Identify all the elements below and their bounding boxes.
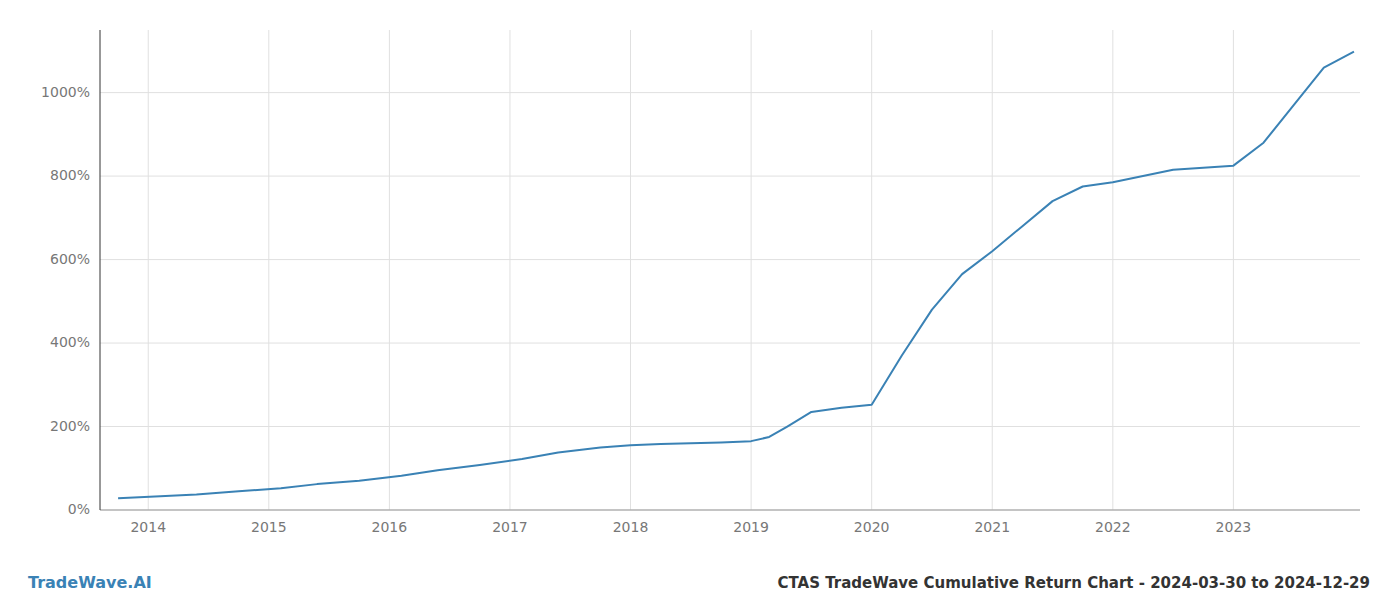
y-axis-line bbox=[100, 30, 101, 510]
y-grid-line bbox=[100, 259, 1360, 260]
data-line bbox=[118, 52, 1354, 499]
grid bbox=[100, 30, 1360, 510]
y-grid-line bbox=[100, 176, 1360, 177]
x-grid-line bbox=[509, 30, 510, 510]
x-grid-line bbox=[1112, 30, 1113, 510]
x-grid-line bbox=[148, 30, 149, 510]
x-grid-line bbox=[389, 30, 390, 510]
y-tick-label: 0% bbox=[68, 501, 90, 517]
x-tick-label: 2015 bbox=[251, 519, 287, 535]
x-grid-line bbox=[630, 30, 631, 510]
watermark: TradeWave.AI bbox=[28, 573, 152, 592]
background bbox=[0, 0, 1400, 600]
x-grid-line bbox=[751, 30, 752, 510]
x-grid-line bbox=[1233, 30, 1234, 510]
x-tick-label: 2023 bbox=[1216, 519, 1252, 535]
y-grid-line bbox=[100, 343, 1360, 344]
x-tick-label: 2021 bbox=[974, 519, 1010, 535]
y-grid-line bbox=[100, 92, 1360, 93]
x-axis-line bbox=[100, 510, 1360, 511]
x-tick-label: 2022 bbox=[1095, 519, 1131, 535]
y-tick-label: 800% bbox=[50, 167, 90, 183]
y-tick-label: 1000% bbox=[41, 84, 90, 100]
x-tick-label: 2018 bbox=[613, 519, 649, 535]
y-grid-line bbox=[100, 510, 1360, 511]
x-grid-line bbox=[871, 30, 872, 510]
chart-container: 0% 200% 400% 600% 800% 1000% 2014 2015 2016 2017 2… bbox=[0, 0, 1400, 600]
plot-area bbox=[118, 52, 1354, 499]
x-tick-label: 2016 bbox=[372, 519, 408, 535]
tick-labels: 0% 200% 400% 600% 800% 1000% 2014 2015 2016 2017 2… bbox=[41, 84, 1251, 535]
y-tick-label: 600% bbox=[50, 251, 90, 267]
x-tick-label: 2019 bbox=[733, 519, 769, 535]
y-tick-label: 400% bbox=[50, 334, 90, 350]
chart-svg: 0% 200% 400% 600% 800% 1000% 2014 2015 2016 2017 2… bbox=[0, 0, 1400, 600]
y-grid-line bbox=[100, 426, 1360, 427]
x-tick-label: 2014 bbox=[130, 519, 166, 535]
title: CTAS TradeWave Cumulative Return Chart -… bbox=[777, 574, 1370, 592]
x-grid-line bbox=[268, 30, 269, 510]
y-tick-label: 200% bbox=[50, 418, 90, 434]
x-tick-label: 2020 bbox=[854, 519, 890, 535]
x-grid-line bbox=[992, 30, 993, 510]
x-tick-label: 2017 bbox=[492, 519, 528, 535]
